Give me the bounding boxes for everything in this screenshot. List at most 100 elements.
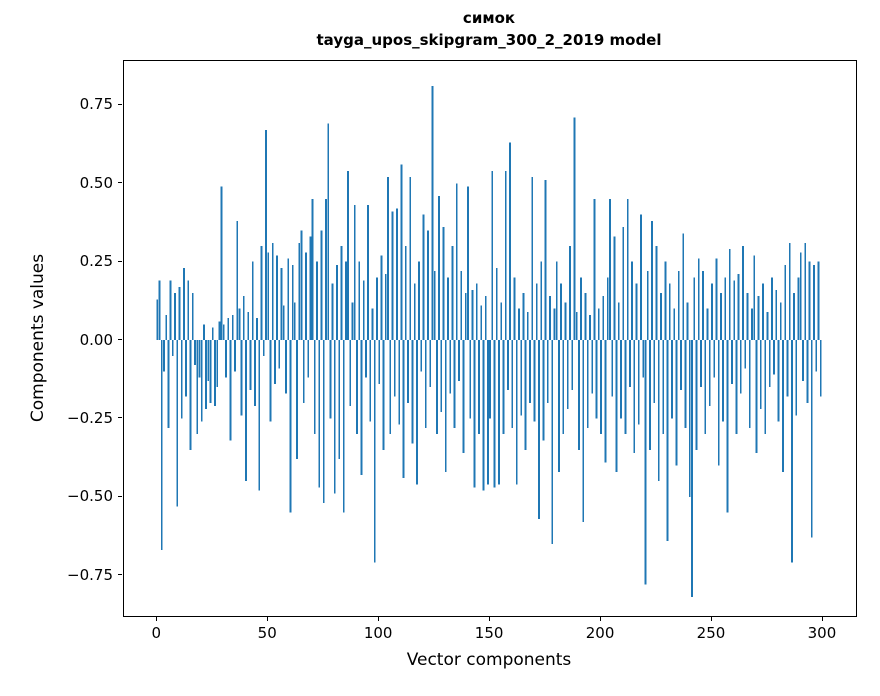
bar xyxy=(597,308,600,341)
bar xyxy=(431,86,434,341)
bar xyxy=(662,340,665,435)
bar xyxy=(795,340,798,416)
x-tick-mark xyxy=(600,617,602,621)
bar xyxy=(247,311,250,341)
bar xyxy=(167,340,170,428)
bar xyxy=(402,340,405,479)
bar xyxy=(276,255,278,341)
bar xyxy=(245,340,247,482)
bar xyxy=(231,314,234,341)
bar xyxy=(360,340,363,475)
bar xyxy=(582,340,585,522)
bar xyxy=(296,340,298,460)
bar xyxy=(788,242,791,341)
x-tick-mark xyxy=(378,617,380,621)
bar xyxy=(469,340,472,419)
bar xyxy=(271,242,274,341)
bar xyxy=(160,340,163,551)
bar xyxy=(520,340,523,416)
bar xyxy=(533,340,536,422)
x-tick-label: 100 xyxy=(363,624,393,642)
bar xyxy=(635,283,638,341)
bar xyxy=(435,340,438,435)
bar xyxy=(606,277,609,341)
bar xyxy=(733,280,736,341)
bar xyxy=(165,314,168,341)
bar xyxy=(511,340,514,428)
chart-title-block: симок tayga_upos_skipgram_300_2_2019 mod… xyxy=(123,8,855,52)
bar xyxy=(475,283,478,341)
bar xyxy=(156,299,159,341)
bar xyxy=(682,233,685,341)
bar xyxy=(444,340,447,472)
bar xyxy=(384,274,387,341)
bar xyxy=(207,340,210,381)
bar xyxy=(371,308,374,341)
bar xyxy=(566,340,569,410)
bar xyxy=(367,205,369,341)
bar xyxy=(345,261,347,341)
bar xyxy=(267,252,270,341)
bar xyxy=(185,340,188,397)
bar xyxy=(680,340,682,391)
bar xyxy=(291,264,294,341)
bar xyxy=(480,305,483,341)
bar xyxy=(451,246,454,341)
bar xyxy=(731,340,733,384)
x-tick-mark xyxy=(710,617,712,621)
bar xyxy=(364,340,367,378)
bar xyxy=(236,220,239,341)
bar xyxy=(209,340,212,403)
bar xyxy=(648,340,651,450)
bar xyxy=(349,340,352,406)
bar xyxy=(524,340,527,450)
bar xyxy=(487,340,489,485)
plot-area xyxy=(123,60,857,617)
bar xyxy=(806,340,809,403)
bar xyxy=(560,283,563,341)
bar xyxy=(222,324,225,341)
bar xyxy=(211,327,214,341)
bar xyxy=(584,293,587,341)
bar xyxy=(664,261,667,341)
bar xyxy=(342,340,345,513)
bar xyxy=(777,340,780,422)
bar xyxy=(380,255,383,341)
bar xyxy=(786,340,789,397)
bar xyxy=(504,170,507,341)
bar xyxy=(300,230,303,341)
bar xyxy=(624,340,627,435)
bar xyxy=(722,340,724,422)
bar xyxy=(387,177,389,341)
bar xyxy=(518,308,520,341)
bar xyxy=(316,261,318,341)
bar xyxy=(180,340,183,419)
bar xyxy=(637,340,640,425)
bar xyxy=(604,340,607,463)
bar xyxy=(697,258,700,341)
bar xyxy=(260,246,263,341)
bar xyxy=(220,186,223,341)
bar xyxy=(329,340,332,419)
bar xyxy=(737,274,740,341)
bar xyxy=(555,261,558,341)
bar xyxy=(256,318,259,341)
bar xyxy=(549,296,551,341)
chart-title: симок xyxy=(462,9,516,27)
bar xyxy=(784,264,787,341)
bar xyxy=(515,340,518,485)
bar xyxy=(251,261,254,341)
bar xyxy=(706,308,709,341)
bar xyxy=(356,340,358,435)
x-tick-label: 300 xyxy=(807,624,837,642)
bar xyxy=(320,230,323,341)
bar xyxy=(629,340,631,388)
bar xyxy=(183,267,185,341)
bar xyxy=(771,277,773,341)
bar xyxy=(631,261,634,341)
bar xyxy=(759,340,762,410)
bars-layer xyxy=(156,86,822,598)
bar xyxy=(751,308,753,341)
bar xyxy=(498,340,500,485)
bar xyxy=(668,283,671,341)
